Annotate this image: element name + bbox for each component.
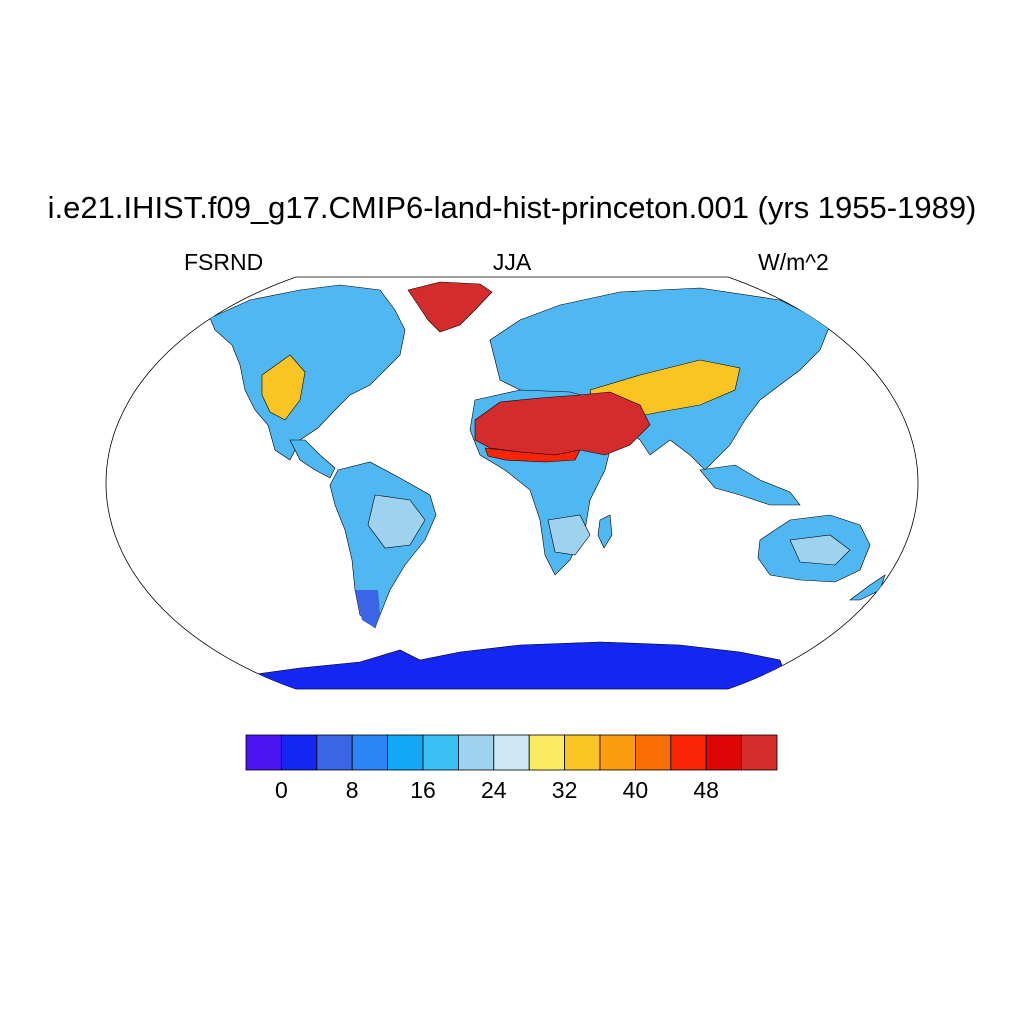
madagascar	[597, 514, 613, 549]
greenland	[407, 281, 493, 333]
colorbar-swatch	[316, 734, 353, 771]
colorbar-swatch	[493, 734, 530, 771]
new-zealand	[849, 574, 886, 601]
colorbar-swatch	[705, 734, 743, 771]
sahel-edge	[484, 447, 581, 463]
units-label: W/m^2	[758, 249, 829, 275]
central-america	[289, 439, 336, 479]
colorbar-swatch	[670, 734, 707, 771]
colorbar-tick-label: 24	[481, 777, 507, 803]
colorbar-tick-label: 16	[410, 777, 436, 803]
sahara-arabia-hot	[474, 391, 651, 456]
season-label: JJA	[492, 249, 532, 275]
south-america-interior	[367, 494, 426, 549]
colorbar-tick-label: 32	[552, 777, 578, 803]
colorbar: 0 8 16 24 32 40 48	[245, 734, 778, 803]
australia-interior	[789, 534, 851, 566]
figure-title: i.e21.IHIST.f09_g17.CMIP6-land-hist-prin…	[47, 190, 977, 225]
maritime-asia	[699, 464, 801, 506]
colorbar-swatch	[599, 734, 636, 771]
colorbar-swatch	[280, 734, 318, 771]
variable-label: FSRND	[184, 249, 264, 275]
colorbar-swatch	[564, 734, 601, 771]
colorbar-swatch	[741, 734, 778, 771]
land-layer	[209, 281, 886, 689]
north-america	[209, 284, 406, 461]
southern-africa-interior	[547, 514, 591, 556]
colorbar-tick-label: 0	[275, 777, 288, 803]
colorbar-tick-label: 48	[693, 777, 719, 803]
patagonia	[355, 590, 380, 628]
colorbar-tick-label: 8	[346, 777, 359, 803]
colorbar-swatch	[245, 734, 282, 771]
colorbar-tick-label: 40	[623, 777, 649, 803]
colorbar-swatch	[422, 734, 459, 771]
colorbar-swatch	[457, 734, 495, 771]
colorbar-swatch	[635, 734, 672, 771]
colorbar-swatch	[351, 734, 389, 771]
colorbar-swatch	[528, 734, 566, 771]
north-america-west-hot	[261, 354, 306, 421]
colorbar-swatch	[387, 734, 424, 771]
